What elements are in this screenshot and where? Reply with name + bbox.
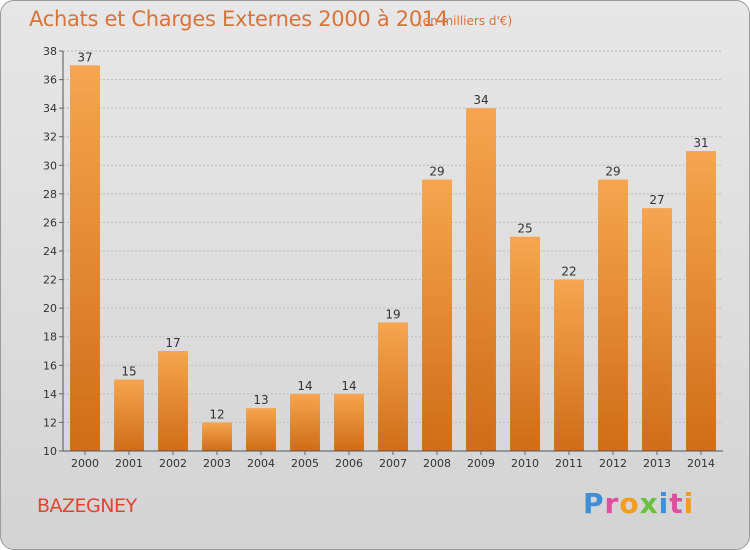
x-tick-label-2002: 2002 <box>159 457 187 470</box>
x-tick-label-2009: 2009 <box>467 457 495 470</box>
data-label-2000: 37 <box>77 50 92 64</box>
bar-2011 <box>554 279 584 451</box>
logo-letter: o <box>619 487 640 520</box>
y-tick-label: 30 <box>43 159 57 172</box>
chart-title: Achats et Charges Externes 2000 à 2014 <box>29 7 449 31</box>
data-label-2004: 13 <box>253 393 268 407</box>
y-tick-label: 22 <box>43 274 57 287</box>
x-tick-label-2001: 2001 <box>115 457 143 470</box>
logo-letter: x <box>639 487 659 520</box>
x-tick-label-2011: 2011 <box>555 457 583 470</box>
y-tick-label: 18 <box>43 331 57 344</box>
y-tick-label: 16 <box>43 359 57 372</box>
proxiti-logo: Proxiti <box>583 487 694 520</box>
bar-2010 <box>510 236 540 451</box>
logo-letter: i <box>683 487 695 520</box>
data-label-2002: 17 <box>165 336 180 350</box>
bar-2000 <box>70 65 100 452</box>
bar-2007 <box>378 322 408 451</box>
x-tick-label-2005: 2005 <box>291 457 319 470</box>
y-tick-label: 38 <box>43 45 57 58</box>
bar-2005 <box>290 393 320 451</box>
bar-2006 <box>334 393 364 451</box>
y-tick-label: 28 <box>43 188 57 201</box>
x-tick-label-2000: 2000 <box>71 457 99 470</box>
bar-2008 <box>422 179 452 452</box>
data-label-2011: 22 <box>561 265 576 279</box>
bar-2013 <box>642 208 672 451</box>
data-label-2003: 12 <box>209 407 224 421</box>
x-tick-label-2006: 2006 <box>335 457 363 470</box>
bar-2001 <box>114 379 144 451</box>
bar-2004 <box>246 408 276 451</box>
logo-letter: r <box>604 487 620 520</box>
bar-2002 <box>158 351 188 451</box>
logo-letter: i <box>658 487 670 520</box>
bar-2003 <box>202 422 232 451</box>
x-tick-label-2013: 2013 <box>643 457 671 470</box>
data-label-2006: 14 <box>341 379 356 393</box>
data-label-2012: 29 <box>605 165 620 179</box>
bar-2012 <box>598 179 628 452</box>
y-tick-label: 10 <box>43 445 57 458</box>
bar-2014 <box>686 151 716 451</box>
x-tick-label-2007: 2007 <box>379 457 407 470</box>
y-tick-label: 24 <box>43 245 57 258</box>
data-label-2007: 19 <box>385 307 400 321</box>
x-tick-label-2010: 2010 <box>511 457 539 470</box>
x-tick-label-2012: 2012 <box>599 457 627 470</box>
y-tick-label: 32 <box>43 131 57 144</box>
data-label-2001: 15 <box>121 365 136 379</box>
y-tick-label: 12 <box>43 416 57 429</box>
x-tick-label-2014: 2014 <box>687 457 715 470</box>
logo-letter: P <box>583 487 605 520</box>
y-tick-label: 14 <box>43 388 57 401</box>
x-tick-label-2008: 2008 <box>423 457 451 470</box>
bar-2009 <box>466 108 496 452</box>
data-label-2014: 31 <box>693 136 708 150</box>
data-label-2009: 34 <box>473 93 488 107</box>
x-tick-label-2003: 2003 <box>203 457 231 470</box>
data-label-2005: 14 <box>297 379 312 393</box>
logo-letter: t <box>669 487 684 520</box>
y-tick-label: 26 <box>43 216 57 229</box>
y-tick-label: 36 <box>43 74 57 87</box>
y-tick-label: 34 <box>43 102 57 115</box>
chart-subtitle: (en milliers d'€) <box>418 14 513 28</box>
x-tick-label-2004: 2004 <box>247 457 275 470</box>
data-label-2008: 29 <box>429 165 444 179</box>
data-label-2013: 27 <box>649 193 664 207</box>
data-label-2010: 25 <box>517 222 532 236</box>
y-tick-label: 20 <box>43 302 57 315</box>
commune-name: BAZEGNEY <box>37 495 137 517</box>
